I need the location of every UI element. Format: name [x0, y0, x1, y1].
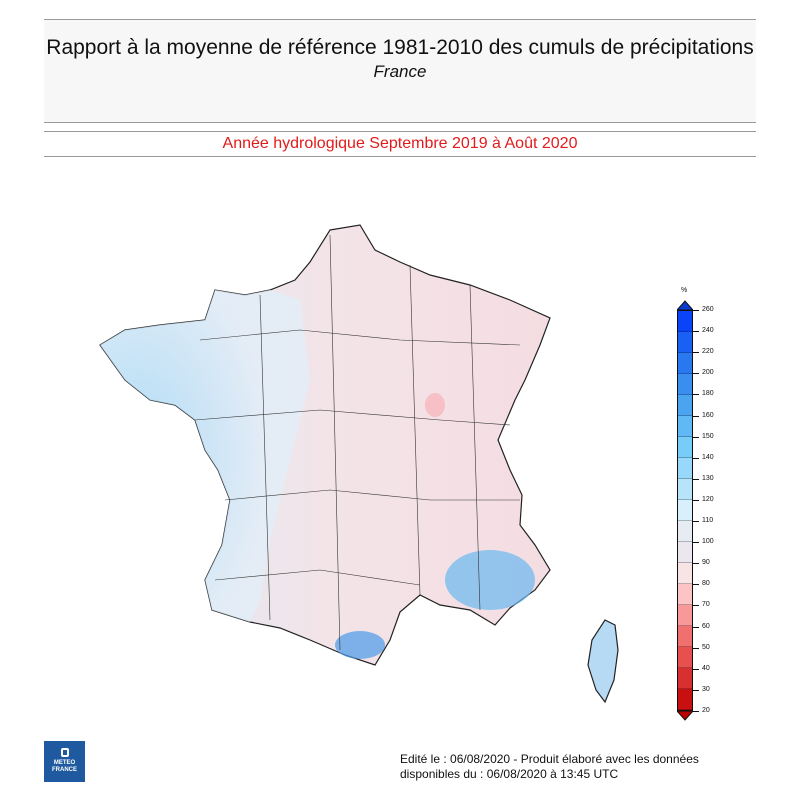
corsica — [587, 619, 619, 704]
legend-top-arrow — [677, 300, 693, 311]
legend-tick — [693, 436, 699, 438]
legend-band — [678, 584, 692, 605]
legend-tick — [693, 689, 699, 691]
legend-tick-label: 240 — [702, 327, 714, 335]
legend-band — [678, 458, 692, 479]
legend-tick — [693, 373, 699, 375]
legend-tick — [693, 711, 699, 712]
legend-tick-label: 220 — [702, 348, 714, 356]
footer-note: Edité le : 06/08/2020 - Produit élaboré … — [400, 752, 699, 782]
legend-tick-label: 160 — [702, 411, 714, 419]
legend-tick-label: 20 — [702, 707, 710, 714]
legend-tick — [693, 394, 699, 396]
legend-tick-label: 40 — [702, 664, 710, 672]
legend-band — [678, 521, 692, 542]
legend-band — [678, 542, 692, 563]
legend-band — [678, 563, 692, 584]
legend-band — [678, 353, 692, 374]
legend-tick-label: 180 — [702, 390, 714, 398]
legend-band — [678, 416, 692, 437]
legend-tick-label: 100 — [702, 538, 714, 546]
legend-tick-label: 60 — [702, 622, 710, 630]
legend-band — [678, 311, 692, 332]
footer-line-2: disponibles du : 06/08/2020 à 13:45 UTC — [400, 767, 619, 781]
legend-tick — [693, 331, 699, 333]
legend-band — [678, 374, 692, 395]
legend-tick-label: 120 — [702, 495, 714, 503]
legend-tick — [693, 310, 699, 311]
legend-tick — [693, 542, 699, 544]
legend-tick-label: 70 — [702, 601, 710, 609]
legend-tick-label: 150 — [702, 432, 714, 440]
meteo-france-logo: METEO FRANCE — [44, 741, 85, 782]
color-legend — [677, 310, 693, 711]
legend-band — [678, 689, 692, 710]
southeast-wet-area — [445, 550, 535, 610]
legend-tick — [693, 499, 699, 501]
legend-tick-label: 130 — [702, 474, 714, 482]
legend-tick-label: 110 — [702, 517, 714, 525]
legend-tick — [693, 352, 699, 354]
legend-tick — [693, 584, 699, 586]
legend-tick — [693, 521, 699, 523]
legend-tick — [693, 605, 699, 607]
legend-band — [678, 626, 692, 647]
legend-band — [678, 647, 692, 668]
legend-unit: % — [681, 287, 688, 294]
legend-tick-label: 200 — [702, 369, 714, 377]
legend-tick — [693, 457, 699, 459]
legend-tick — [693, 647, 699, 649]
legend-tick-label: 30 — [702, 685, 710, 693]
legend-band — [678, 500, 692, 521]
center-dry-area — [425, 393, 445, 417]
legend-tick — [693, 668, 699, 670]
legend-tick-label: 140 — [702, 453, 714, 461]
legend-tick-label: 260 — [702, 306, 714, 313]
legend-bottom-arrow — [677, 710, 693, 721]
legend-band — [678, 605, 692, 626]
legend-tick-label: 50 — [702, 643, 710, 651]
legend-tick — [693, 563, 699, 565]
period-subtitle: Année hydrologique Septembre 2019 à Août… — [44, 131, 756, 157]
legend-band — [678, 479, 692, 500]
legend-tick — [693, 415, 699, 417]
legend-band — [678, 395, 692, 416]
roussillon-wet-area — [335, 631, 385, 659]
footer-line-1: Edité le : 06/08/2020 - Produit élaboré … — [400, 752, 699, 766]
map-title: Rapport à la moyenne de référence 1981-2… — [46, 36, 754, 59]
legend-band — [678, 332, 692, 353]
legend-band — [678, 437, 692, 458]
title-box: Rapport à la moyenne de référence 1981-2… — [44, 19, 756, 123]
legend-tick-label: 80 — [702, 580, 710, 588]
west-wet-area — [100, 290, 310, 622]
department-borders — [194, 234, 521, 651]
legend-tick — [693, 626, 699, 628]
legend-band — [678, 668, 692, 689]
legend-tick-label: 90 — [702, 559, 710, 567]
map-region: France — [373, 62, 427, 81]
legend-tick — [693, 478, 699, 480]
